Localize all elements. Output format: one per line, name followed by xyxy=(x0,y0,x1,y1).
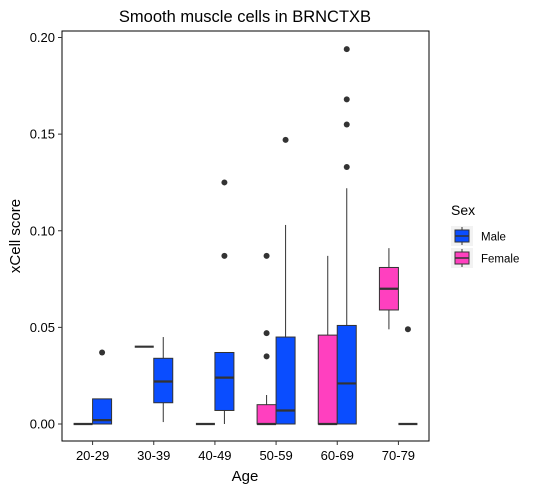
plot-panel xyxy=(61,30,430,442)
legend-key-male xyxy=(451,226,473,246)
y-tick-label: 0.20 xyxy=(30,30,55,45)
outlier-point xyxy=(221,179,228,186)
outlier-point xyxy=(263,330,270,337)
box-female-50-59 xyxy=(256,252,277,426)
y-tick-label: 0.15 xyxy=(30,127,55,142)
outlier-point xyxy=(263,353,270,360)
box-body xyxy=(214,351,235,411)
outlier-point xyxy=(282,136,289,143)
x-tick-label: 30-39 xyxy=(137,448,170,463)
box-male-70-79 xyxy=(398,326,418,426)
x-tick-label: 40-49 xyxy=(198,448,231,463)
legend-label-male: Male xyxy=(481,232,506,244)
y-axis: 0.00 0.05 0.10 0.15 0.20 xyxy=(30,30,62,432)
box-male-40-49 xyxy=(214,179,235,424)
box-male-50-59 xyxy=(275,136,296,425)
box-body xyxy=(256,404,277,425)
legend-key-female xyxy=(451,248,473,268)
x-tick-label: 50-59 xyxy=(259,448,292,463)
box-body xyxy=(92,398,113,425)
box-male-20-29 xyxy=(92,349,113,425)
outlier-point xyxy=(404,326,411,333)
box-female-70-79 xyxy=(378,248,399,330)
outlier-point xyxy=(263,252,270,259)
x-axis: 20-29 30-39 40-49 50-59 60-69 70-79 xyxy=(76,441,415,463)
outlier-point xyxy=(343,163,350,170)
box-female-60-69 xyxy=(317,255,338,426)
y-tick-label: 0.10 xyxy=(30,223,55,238)
box-body xyxy=(317,334,338,425)
outlier-point xyxy=(221,252,228,259)
box-male-60-69 xyxy=(336,46,357,425)
outlier-point xyxy=(99,349,106,356)
x-tick-label: 70-79 xyxy=(382,448,415,463)
x-tick-label: 20-29 xyxy=(76,448,109,463)
y-tick-label: 0.05 xyxy=(30,320,55,335)
box-male-30-39 xyxy=(153,337,174,423)
outlier-point xyxy=(343,96,350,103)
legend-label-female: Female xyxy=(481,254,519,266)
legend: Sex Male Female xyxy=(451,202,519,268)
boxes-layer xyxy=(73,46,418,426)
box-body xyxy=(275,336,296,425)
y-tick-label: 0.00 xyxy=(30,417,55,432)
x-tick-label: 60-69 xyxy=(321,448,354,463)
outlier-point xyxy=(343,121,350,128)
box-body xyxy=(336,324,357,425)
y-axis-title: xCell score xyxy=(7,199,24,273)
x-axis-title: Age xyxy=(232,468,259,485)
outlier-point xyxy=(343,46,350,53)
chart-title: Smooth muscle cells in BRNCTXB xyxy=(119,8,371,26)
legend-title: Sex xyxy=(451,202,475,218)
